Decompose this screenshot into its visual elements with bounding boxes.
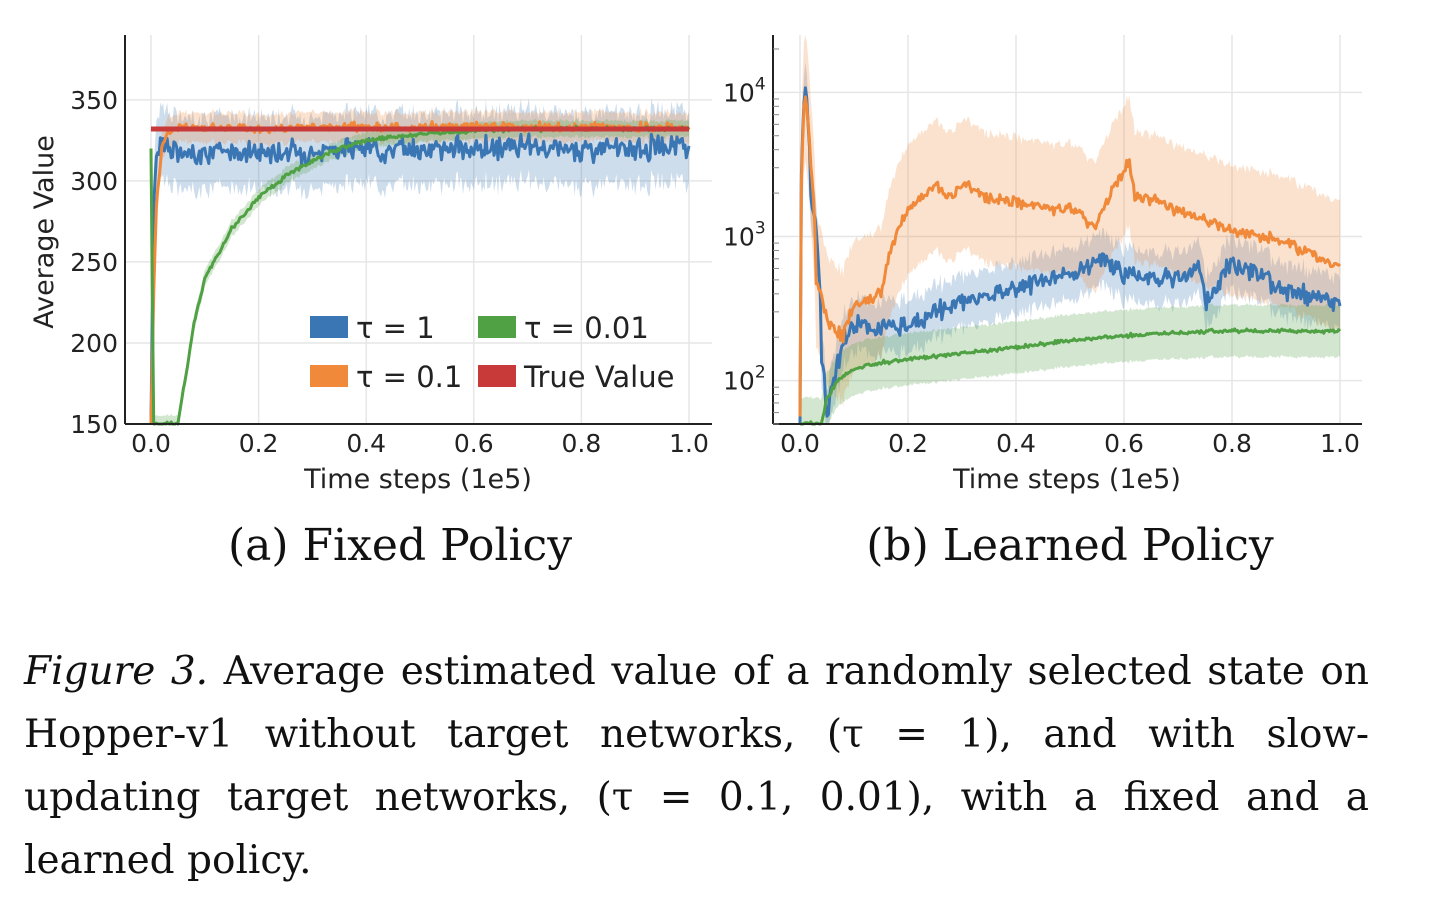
x-tick-a-0.0: 0.0 [131, 429, 171, 458]
bands-b [800, 35, 1340, 425]
subcaption-b: (b) Learned Policy [866, 520, 1274, 571]
x-tick-a-0.8: 0.8 [562, 429, 602, 458]
legend-label-tau-1: τ = 1 [356, 311, 435, 345]
band-a-1 [151, 98, 689, 424]
y-tick-a-150: 150 [70, 410, 118, 439]
legend-a: τ = 1 τ = 0.01 τ = 0.1 True Value [310, 311, 674, 394]
y-ticks-a: 150 200 250 300 350 [70, 86, 118, 439]
subcaption-a: (a) Fixed Policy [228, 520, 572, 571]
x-tick-a-1.0: 1.0 [669, 429, 709, 458]
legend-swatch-true-value [478, 365, 516, 387]
bands-a [151, 98, 689, 425]
x-tick-b-0.2: 0.2 [888, 429, 928, 458]
y-tick-a-300: 300 [70, 167, 118, 196]
x-tick-b-0.8: 0.8 [1212, 429, 1252, 458]
legend-label-tau-0.1: τ = 0.1 [356, 360, 462, 394]
y-axis-label-a: Average Value [29, 135, 60, 329]
legend-swatch-tau-0.01 [478, 316, 516, 338]
x-ticks-a: 0.0 0.2 0.4 0.6 0.8 1.0 [131, 429, 709, 458]
band-b-1 [800, 61, 1340, 425]
x-ticks-b: 0.0 0.2 0.4 0.6 0.8 1.0 [780, 429, 1360, 458]
x-tick-b-0.0: 0.0 [780, 429, 820, 458]
y-tick-a-350: 350 [70, 86, 118, 115]
legend-label-true-value: True Value [523, 360, 674, 394]
y-tick-b-1e4: 104 [723, 74, 766, 107]
figure-caption: Figure 3. Average estimated value of a r… [24, 640, 1369, 892]
y-tick-b-1e3: 103 [723, 218, 766, 251]
legend-swatch-tau-1 [310, 316, 348, 338]
caption-text: Average estimated value of a randomly se… [24, 649, 1369, 883]
x-axis-label-b: Time steps (1e5) [952, 464, 1181, 495]
x-tick-b-0.6: 0.6 [1104, 429, 1144, 458]
band-a-0.1 [151, 107, 689, 424]
y-tick-a-200: 200 [70, 329, 118, 358]
series-line-b-0.1 [798, 95, 1342, 417]
lines-a [149, 120, 691, 426]
band-b-0.1 [800, 35, 1340, 424]
y-ticks-b: 102 103 104 [723, 48, 779, 425]
x-tick-b-0.4: 0.4 [996, 429, 1036, 458]
x-tick-a-0.6: 0.6 [454, 429, 494, 458]
caption-label: Figure 3. [24, 649, 209, 694]
x-tick-b-1.0: 1.0 [1320, 429, 1360, 458]
panel-learned-policy: 0.0 0.2 0.4 0.6 0.8 1.0 102 103 104 Time steps … [723, 35, 1362, 571]
y-tick-b-1e2: 102 [723, 363, 766, 396]
series-line-a-1 [149, 132, 691, 420]
x-tick-a-0.4: 0.4 [346, 429, 386, 458]
panel-fixed-policy: 0.0 0.2 0.4 0.6 0.8 1.0 150 200 250 300 350 Time … [29, 35, 712, 571]
legend-swatch-tau-0.1 [310, 365, 348, 387]
series-line-b-0.01 [799, 327, 1342, 426]
x-tick-a-0.2: 0.2 [239, 429, 279, 458]
series-line-b-1 [798, 86, 1342, 425]
x-axis-label-a: Time steps (1e5) [303, 464, 532, 495]
lines-b [798, 86, 1342, 426]
y-tick-a-250: 250 [70, 248, 118, 277]
legend-label-tau-0.01: τ = 0.01 [524, 311, 649, 345]
